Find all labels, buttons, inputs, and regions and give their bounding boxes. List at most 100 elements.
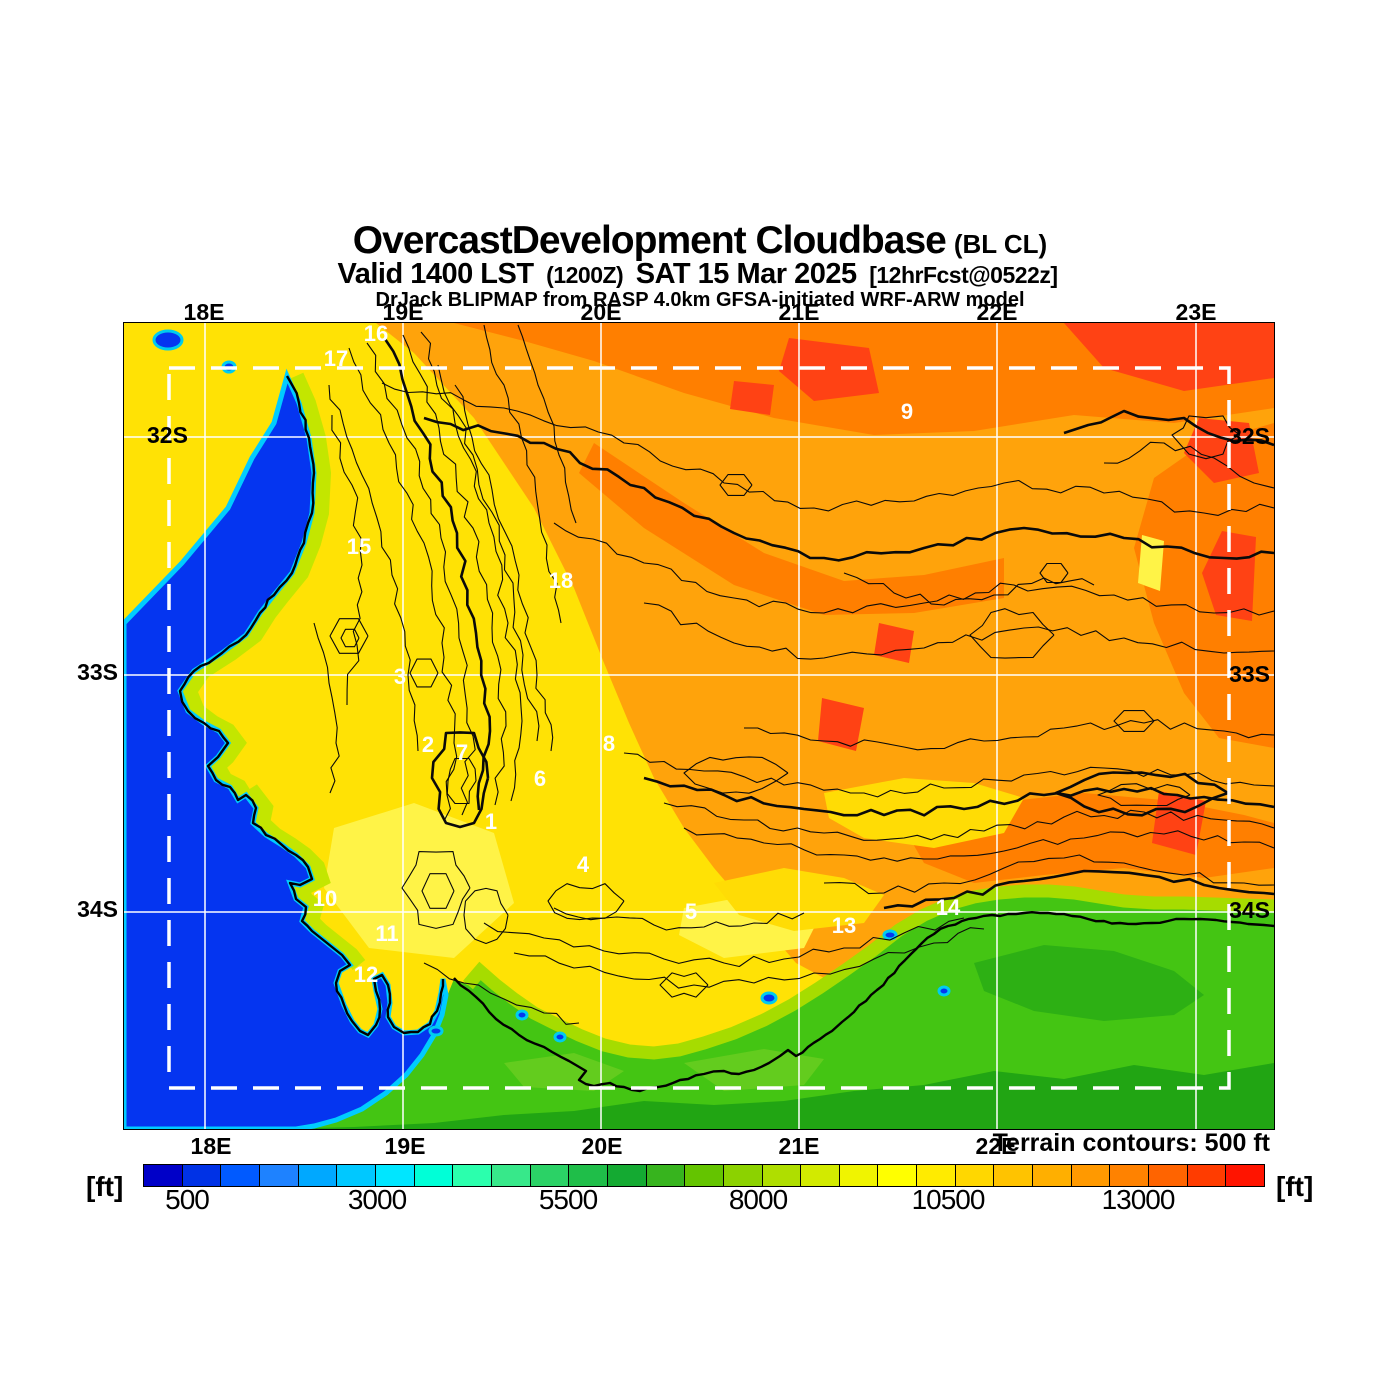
- lon-label-top: 21E: [778, 299, 820, 325]
- contour-line: [969, 608, 1055, 659]
- colorbar-segment: [878, 1165, 918, 1186]
- lon-label-bottom: 21E: [778, 1133, 820, 1159]
- lat-label-inner: 32S: [147, 422, 188, 448]
- lon-label-top: 20E: [580, 299, 622, 325]
- contour-line: [402, 334, 507, 806]
- contour-line: [423, 416, 1274, 562]
- colorbar-segment: [1110, 1165, 1150, 1186]
- colorbar-tick-label: 8000: [728, 1184, 788, 1215]
- contour-line: [643, 602, 1274, 660]
- colorbar-tick-label: 10500: [911, 1184, 986, 1215]
- lon-label-bottom: 19E: [384, 1133, 426, 1159]
- lon-label-top: 22E: [976, 299, 1018, 325]
- lat-label-left: 34S: [77, 896, 118, 922]
- contour-line: [1039, 562, 1069, 584]
- contour-line: [553, 522, 1274, 616]
- colorbar-segment: [144, 1165, 183, 1186]
- contour-line: [623, 752, 1274, 798]
- valid-fcst: [12hrFcst@0522z]: [869, 262, 1058, 288]
- colorbar-segment: [723, 1165, 763, 1186]
- contour-line: [420, 331, 523, 802]
- title-main: OvercastDevelopment Cloudbase: [352, 219, 947, 262]
- contour-line: [381, 382, 1274, 516]
- latitude-labels-inner: 32S 33S 34S 32S: [147, 422, 1270, 923]
- site-number: 2: [422, 732, 434, 757]
- site-number: 9: [901, 399, 913, 424]
- lon-label-top: 23E: [1175, 299, 1217, 325]
- colorbar-segment: [337, 1165, 376, 1186]
- colorbar-segment: [1226, 1165, 1265, 1186]
- title-suffix: (BL CL): [953, 229, 1048, 259]
- green-transition-band: [463, 884, 1274, 1060]
- contour-line: [430, 731, 490, 829]
- colorbar-segment: [375, 1165, 415, 1186]
- colorbar-segment: [994, 1165, 1034, 1186]
- contour-line: [366, 342, 476, 816]
- contour-line: [719, 474, 753, 496]
- lat-label-right: 32S: [1229, 423, 1270, 449]
- coastline-path: [453, 911, 1274, 1093]
- terrain-contour-lines: [313, 324, 1274, 1025]
- lon-label-top: 19E: [382, 299, 424, 325]
- colorbar-segment: [801, 1165, 840, 1186]
- contour-line: [421, 873, 455, 909]
- contour-line: [547, 883, 625, 921]
- contour-line: [1113, 710, 1155, 732]
- contour-line: [643, 776, 1274, 817]
- contour-line: [331, 414, 363, 706]
- terrain-note: Terrain contours: 500 ft: [992, 1129, 1270, 1157]
- colorbar-segment: [530, 1165, 570, 1186]
- dark-green-patches: [274, 945, 1274, 1129]
- colorbar: [143, 1164, 1265, 1187]
- colorbar-segment: [646, 1165, 686, 1186]
- valid-prefix: Valid 1400 LST: [337, 258, 534, 290]
- lon-label-top: 18E: [183, 299, 225, 325]
- west-coast-strip: [179, 372, 366, 970]
- site-number: 4: [577, 852, 590, 877]
- contour-line: [1097, 783, 1191, 807]
- small-water-patches: [152, 329, 951, 1043]
- site-number: 14: [936, 895, 961, 920]
- contour-line: [401, 851, 471, 929]
- contour-line: [823, 854, 1274, 895]
- valid-zulu: (1200Z): [546, 262, 624, 288]
- colorbar-segment: [917, 1165, 956, 1186]
- site-number: 15: [347, 534, 371, 559]
- colorbar-segment: [685, 1165, 724, 1186]
- colorbar-segment: [955, 1165, 995, 1186]
- contour-line: [843, 572, 1095, 606]
- site-number: 8: [603, 731, 615, 756]
- colorbar-tick-label: 500: [165, 1184, 210, 1215]
- contour-line: [1171, 415, 1241, 460]
- contour-line: [553, 907, 805, 931]
- colorbar-tick-label: 3000: [347, 1184, 407, 1215]
- site-number: 7: [456, 740, 468, 765]
- contour-line: [348, 347, 458, 822]
- contour-line: [1063, 409, 1274, 447]
- contour-line: [383, 338, 492, 811]
- contour-line: [437, 364, 540, 742]
- colorbar-ticks: 500 3000 5500 8000 10500 13000: [143, 1184, 1263, 1218]
- colorbar-segment: [1149, 1165, 1188, 1186]
- colorbar-tick-label: 13000: [1101, 1184, 1176, 1215]
- site-number: 17: [324, 346, 348, 371]
- contour-line: [409, 658, 439, 688]
- contour-line: [313, 622, 340, 794]
- lat-label-right: 34S: [1229, 897, 1270, 923]
- colorbar-segment: [1033, 1165, 1072, 1186]
- contour-line: [1103, 441, 1274, 489]
- domain-boundary: [167, 366, 1231, 1090]
- site-number: 12: [354, 962, 378, 987]
- grid-lines: [124, 323, 1274, 1129]
- contour-line: [454, 384, 554, 752]
- coastline-path: [178, 375, 445, 1037]
- colorbar-segment: [569, 1165, 608, 1186]
- contour-line: [483, 324, 562, 624]
- contour-line: [483, 917, 965, 968]
- site-number: 3: [394, 664, 406, 689]
- site-number: 10: [313, 886, 337, 911]
- model-line: DrJack BLIPMAP from RASP 4.0km GFSA-init…: [375, 289, 1025, 311]
- colorbar-segment: [414, 1165, 454, 1186]
- colorbar-segment: [607, 1165, 647, 1186]
